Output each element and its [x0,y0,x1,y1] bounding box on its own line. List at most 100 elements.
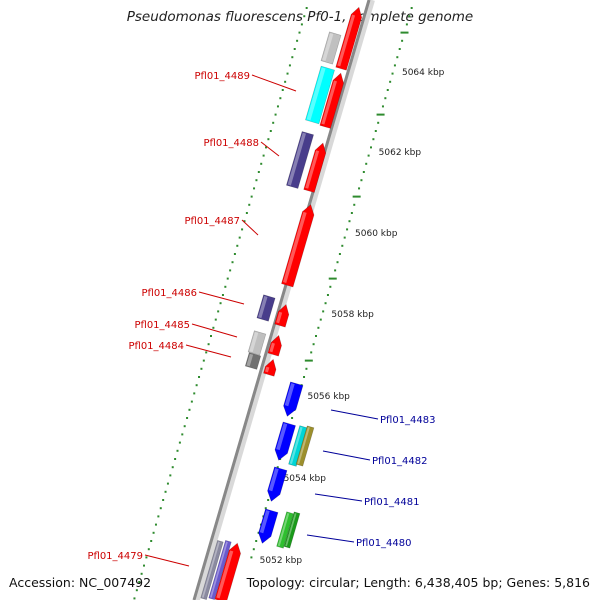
gene-feature [320,31,342,65]
scale-label: 5060 kbp [355,229,398,239]
gene-label: Pfl01_4488 [203,138,259,149]
gene-feature [288,425,308,467]
feature-highlight [284,383,295,407]
gene-feature [303,142,327,193]
gene-feature [295,425,315,467]
misc-feature [244,352,262,370]
gene-feature [281,204,315,288]
gene-label: Pfl01_4483 [380,415,436,426]
feature-highlight [276,311,283,324]
gene-arrow [335,6,363,71]
feature-highlight [277,512,290,547]
gene-feature [276,511,294,549]
gene-arrow [214,542,241,600]
scale-label: 5056 kbp [307,392,350,402]
gene-feature [286,131,314,189]
inner-tick-track [133,7,308,600]
scale-label: 5052 kbp [260,556,303,566]
scale-label: 5062 kbp [379,148,422,158]
gene-arrow [281,204,315,288]
scale-label: 5054 kbp [284,474,327,484]
gene-label: Pfl01_4485 [134,320,190,331]
backbone-outer [194,0,375,600]
gene-label: Pfl01_4489 [194,71,250,82]
gene-label-leader [260,141,280,157]
feature-highlight [265,366,270,373]
rna-feature [288,425,308,467]
gene-feature [267,334,282,357]
gene-feature [274,303,290,328]
gene-label-leader [191,323,238,338]
gene-feature [258,508,279,544]
gene-label: Pfl01_4484 [128,341,184,352]
gene-arrow [267,466,288,502]
gene-label: Pfl01_4481 [364,497,420,508]
gene-feature [256,294,276,322]
gene-feature-block [286,131,314,189]
misc-feature [283,511,301,549]
scale-label: 5058 kbp [331,310,374,320]
feature-highlight [287,132,306,186]
feature-highlight [306,67,326,121]
feature-highlight [305,150,320,189]
feature-highlight [322,33,334,61]
gene-arrow [303,142,327,193]
gene-arrow [283,381,304,417]
accession-label: Accession: NC_007492 [9,575,152,590]
feature-highlight [209,541,228,598]
feature-highlight [297,427,310,465]
gene-feature [283,381,304,417]
backbone [192,0,371,600]
gene-label-leader [322,450,371,461]
feature-highlight [216,550,234,599]
rna-feature [305,65,335,125]
gene-label: Pfl01_4482 [372,456,428,467]
feature-highlight [289,426,303,465]
gene-arrow [258,508,279,544]
map-title: Pseudomonas fluorescens Pf0-1, complete … [126,9,474,25]
gene-feature [244,352,262,370]
gene-label-leader [185,344,232,358]
gene-feature [247,330,267,356]
gene-feature [267,466,288,502]
gene-label: Pfl01_4487 [184,216,240,227]
gene-label-leader [241,219,259,236]
feature-highlight [269,342,275,353]
gene-feature-block [256,294,276,322]
gene-label-leader [306,534,355,543]
feature-highlight [249,332,259,353]
feature-highlight [201,541,220,598]
gene-arrow [319,72,344,129]
gene-feature [335,6,363,71]
feature-highlight [337,14,356,67]
gene-arrow [267,334,282,357]
feature-highlight [259,510,270,534]
gene-feature [214,542,241,600]
gene-feature [305,65,335,125]
scale-label: 5064 kbp [402,68,445,78]
gene-arrow [274,303,290,328]
feature-highlight [276,423,288,451]
gene-feature [274,421,296,461]
feature-highlight [258,296,268,319]
gene-label-leader [251,74,297,92]
genome-summary: Topology: circular; Length: 6,438,405 bp… [246,575,590,590]
misc-feature [247,330,267,356]
feature-highlight [268,468,279,492]
gene-feature [283,511,301,549]
gene-label-leader [144,554,190,567]
misc-feature [276,511,294,549]
gene-label-leader [314,493,363,502]
feature-highlight [283,211,307,283]
feature-highlight [285,513,297,547]
gene-feature [319,72,344,129]
gene-label: Pfl01_4479 [87,551,143,562]
gene-arrow [263,358,277,377]
gene-label: Pfl01_4486 [141,288,197,299]
feature-highlight [246,353,254,367]
gene-label: Pfl01_4480 [356,538,412,549]
feature-highlight [321,80,337,125]
gene-label-leader [198,291,245,305]
